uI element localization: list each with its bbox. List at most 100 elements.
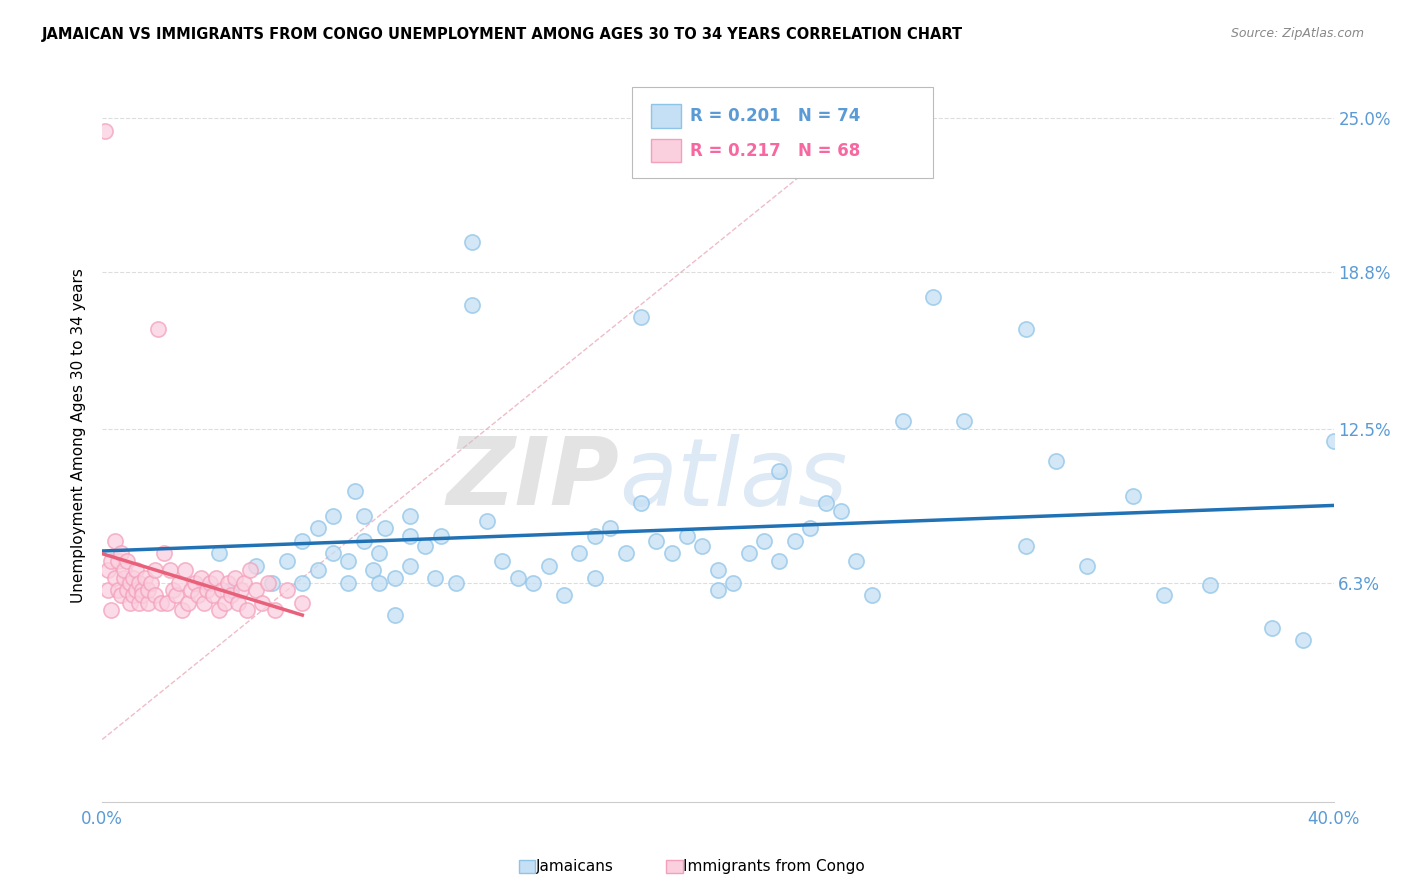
Point [152, 546, 174, 560]
Point [737, 546, 759, 560]
Point [630, 496, 652, 510]
Point [361, 564, 384, 578]
Point [845, 553, 868, 567]
Point [353, 533, 375, 548]
Point [799, 521, 821, 535]
Point [131, 583, 153, 598]
Point [115, 583, 138, 598]
Text: ZIP: ZIP [447, 433, 620, 525]
Point [239, 564, 262, 578]
Point [110, 588, 132, 602]
Point [537, 558, 560, 573]
Text: Source: ZipAtlas.com: Source: ZipAtlas.com [1230, 27, 1364, 40]
Point [97, 583, 120, 598]
Point [276, 553, 298, 567]
Point [522, 576, 544, 591]
Point [143, 588, 166, 602]
Point [257, 576, 280, 591]
Point [374, 521, 396, 535]
Point [146, 322, 169, 336]
Point [399, 508, 422, 523]
Point [1015, 539, 1038, 553]
Point [583, 529, 606, 543]
Point [94, 123, 117, 137]
Point [122, 571, 145, 585]
Point [122, 588, 145, 602]
Point [783, 533, 806, 548]
Point [337, 553, 360, 567]
Point [1292, 633, 1315, 648]
Point [752, 533, 775, 548]
Point [1199, 578, 1222, 592]
Point [149, 596, 172, 610]
Point [599, 521, 621, 535]
Point [214, 596, 236, 610]
Point [125, 583, 148, 598]
Point [100, 553, 122, 567]
Text: R = 0.217   N = 68: R = 0.217 N = 68 [689, 142, 860, 160]
Point [174, 564, 197, 578]
Point [128, 576, 150, 591]
Point [891, 414, 914, 428]
Point [138, 583, 160, 598]
Point [193, 596, 215, 610]
Point [460, 297, 482, 311]
Point [307, 521, 329, 535]
Point [1076, 558, 1098, 573]
Point [583, 571, 606, 585]
Text: JAMAICAN VS IMMIGRANTS FROM CONGO UNEMPLOYMENT AMONG AGES 30 TO 34 YEARS CORRELA: JAMAICAN VS IMMIGRANTS FROM CONGO UNEMPL… [42, 27, 963, 42]
Point [97, 564, 120, 578]
Point [645, 533, 668, 548]
Point [614, 546, 637, 560]
Point [187, 588, 209, 602]
Point [115, 553, 138, 567]
Point [112, 564, 135, 578]
Point [190, 571, 212, 585]
Point [553, 588, 575, 602]
Point [260, 576, 283, 591]
Text: Jamaicans: Jamaicans [536, 859, 613, 874]
Point [291, 576, 314, 591]
Point [707, 564, 730, 578]
Point [568, 546, 591, 560]
Point [1322, 434, 1344, 449]
Point [103, 533, 125, 548]
Point [953, 414, 976, 428]
Point [156, 596, 179, 610]
Point [245, 558, 267, 573]
Point [208, 546, 231, 560]
Point [830, 504, 852, 518]
Point [343, 483, 366, 498]
Point [460, 235, 482, 250]
Point [177, 596, 200, 610]
Point [475, 514, 498, 528]
Point [291, 533, 314, 548]
Text: R = 0.201   N = 74: R = 0.201 N = 74 [689, 107, 860, 125]
Point [399, 529, 422, 543]
Point [125, 564, 148, 578]
Point [252, 596, 274, 610]
Point [1015, 322, 1038, 336]
Point [661, 546, 683, 560]
FancyBboxPatch shape [651, 104, 681, 128]
Point [506, 571, 529, 585]
Point [159, 564, 181, 578]
Point [430, 529, 453, 543]
Text: Immigrants from Congo: Immigrants from Congo [683, 859, 865, 874]
Point [103, 571, 125, 585]
Point [337, 576, 360, 591]
Point [307, 564, 329, 578]
Point [229, 583, 252, 598]
Point [183, 576, 205, 591]
Point [118, 596, 141, 610]
Point [814, 496, 837, 510]
Point [768, 553, 790, 567]
Point [768, 464, 790, 478]
Text: atlas: atlas [620, 434, 848, 524]
Point [195, 583, 218, 598]
Point [172, 603, 194, 617]
Point [423, 571, 446, 585]
Point [198, 576, 221, 591]
Point [107, 583, 129, 598]
Point [322, 508, 344, 523]
